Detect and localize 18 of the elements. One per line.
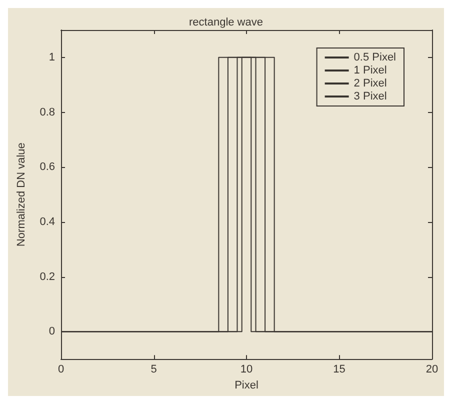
x-tick-label: 0	[58, 364, 64, 376]
x-axis-title: Pixel	[234, 380, 258, 392]
x-tick-label: 5	[150, 364, 157, 376]
y-tick-label: 0.8	[40, 106, 55, 118]
x-tick-label: 20	[426, 364, 438, 376]
y-axis-title: Normalized DN value	[16, 142, 28, 247]
y-tick-label: 1	[48, 51, 55, 64]
x-tick-label: 10	[240, 364, 253, 376]
chart-title: rectangle wave	[189, 16, 263, 28]
legend-label: 1 Pixel	[354, 64, 387, 76]
y-tick-label: 0.4	[40, 216, 55, 228]
y-tick-label: 0	[48, 326, 55, 338]
legend-label: 0.5 Pixel	[354, 52, 396, 64]
y-tick-label: 0.6	[40, 161, 55, 174]
x-tick-label: 15	[333, 364, 346, 376]
legend-label: 3 Pixel	[354, 90, 387, 102]
legend-label: 2 Pixel	[354, 78, 387, 90]
y-tick-label: 0.2	[40, 270, 55, 283]
